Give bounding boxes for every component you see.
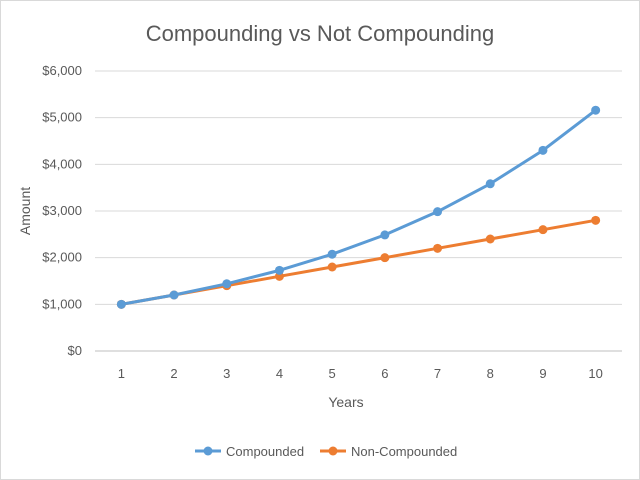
y-tick-label: $5,000 bbox=[42, 110, 82, 125]
legend: Compounded Non-Compounded bbox=[195, 444, 457, 459]
x-tick-label: 4 bbox=[276, 366, 283, 381]
legend-label-compounded: Compounded bbox=[226, 444, 304, 459]
y-axis-title: Amount bbox=[17, 187, 33, 235]
y-tick-label: $6,000 bbox=[42, 63, 82, 78]
y-tick-label: $1,000 bbox=[42, 296, 82, 311]
x-tick-label: 6 bbox=[381, 366, 388, 381]
data-point-compounded bbox=[116, 299, 126, 309]
legend-item-compounded: Compounded bbox=[195, 444, 304, 459]
data-point-compounded bbox=[274, 265, 284, 275]
series-group bbox=[116, 105, 601, 309]
series-line-compounded bbox=[119, 108, 598, 306]
x-axis-title: Years bbox=[328, 394, 363, 410]
x-tick-label: 5 bbox=[329, 366, 336, 381]
series-non-compounded bbox=[116, 215, 601, 309]
legend-marker-compounded bbox=[203, 446, 213, 456]
y-tick-label: $2,000 bbox=[42, 250, 82, 265]
x-tick-label: 3 bbox=[223, 366, 230, 381]
data-point-non-compounded bbox=[433, 243, 443, 253]
data-point-compounded bbox=[222, 279, 232, 289]
data-point-compounded bbox=[538, 145, 548, 155]
data-point-compounded bbox=[591, 105, 601, 115]
x-tick-label: 10 bbox=[588, 366, 602, 381]
series-compounded bbox=[116, 105, 601, 309]
data-point-compounded bbox=[380, 230, 390, 240]
x-tick-label: 8 bbox=[487, 366, 494, 381]
data-point-compounded bbox=[327, 249, 337, 259]
data-point-non-compounded bbox=[327, 262, 337, 272]
data-point-non-compounded bbox=[591, 215, 601, 225]
legend-item-non-compounded: Non-Compounded bbox=[320, 444, 457, 459]
gridlines bbox=[95, 70, 622, 352]
x-tick-label: 7 bbox=[434, 366, 441, 381]
chart-title: Compounding vs Not Compounding bbox=[146, 21, 495, 46]
y-axis-tick-labels: $0 $1,000 $2,000 $3,000 $4,000 $5,000 $6,000 bbox=[42, 63, 82, 358]
x-tick-label: 1 bbox=[118, 366, 125, 381]
legend-label-non-compounded: Non-Compounded bbox=[351, 444, 457, 459]
x-axis-tick-labels: 1 2 3 4 5 6 7 8 9 10 bbox=[118, 366, 603, 381]
y-tick-label: $0 bbox=[68, 343, 82, 358]
y-tick-label: $4,000 bbox=[42, 156, 82, 171]
data-point-compounded bbox=[169, 290, 179, 300]
x-tick-label: 9 bbox=[539, 366, 546, 381]
data-point-compounded bbox=[433, 207, 443, 217]
legend-marker-non-compounded bbox=[328, 446, 338, 456]
data-point-non-compounded bbox=[538, 225, 548, 235]
x-tick-label: 2 bbox=[170, 366, 177, 381]
data-point-non-compounded bbox=[380, 253, 390, 263]
y-tick-label: $3,000 bbox=[42, 203, 82, 218]
data-point-non-compounded bbox=[485, 234, 495, 244]
data-point-compounded bbox=[485, 179, 495, 189]
